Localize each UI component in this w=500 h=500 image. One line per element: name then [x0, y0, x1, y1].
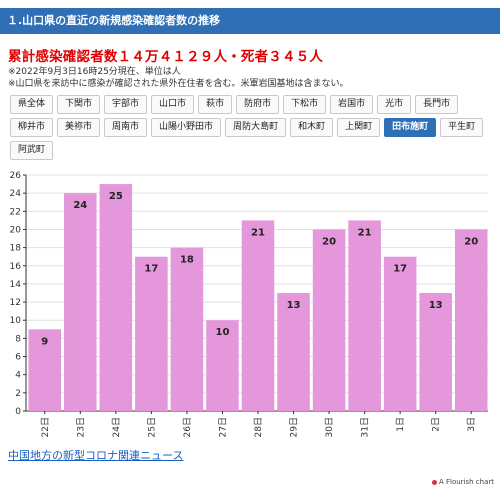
bar-value-label: 13 [287, 300, 301, 311]
region-button-row: 柳井市 美祢市 周南市 山陽小野田市 周防大島町 和木町 上関町 田布施町 平生町 [10, 118, 490, 137]
x-tick-label: 27日 [217, 417, 228, 437]
y-tick-label: 24 [10, 189, 22, 199]
bar-value-label: 18 [180, 255, 194, 266]
region-button-group: 県全体 下関市 宇部市 山口市 萩市 防府市 下松市 岩国市 光市 長門市 柳井市 美祢市 周南市 山陽小… [10, 95, 490, 164]
bar-value-label: 24 [73, 200, 87, 211]
bar-value-label: 9 [41, 336, 48, 347]
bar-value-label: 17 [144, 264, 158, 275]
credit-text: A Flourish chart [438, 478, 494, 486]
bar [241, 220, 275, 411]
section-title: １.山口県の直近の新規感染確認者数の推移 [0, 8, 500, 34]
y-tick-label: 22 [10, 207, 21, 217]
cumulative-summary: 累計感染確認者数１４万４１２９人・死者３４５人 [8, 49, 324, 65]
region-button[interactable]: 萩市 [198, 95, 233, 114]
x-tick-label: 1日 [395, 417, 406, 432]
region-button[interactable]: 周防大島町 [225, 118, 287, 137]
y-tick-label: 10 [10, 316, 22, 326]
region-button-row: 阿武町 [10, 141, 490, 160]
bar [99, 184, 133, 411]
region-button[interactable]: 周南市 [104, 118, 148, 137]
scope-note: ※山口県を来訪中に感染が確認された県外在住者を含む。米軍岩国基地は含まない。 [8, 79, 349, 89]
bar [383, 256, 417, 411]
x-tick-label: 23日 [75, 417, 86, 437]
region-button[interactable]: 和木町 [290, 118, 334, 137]
flourish-logo-icon [431, 479, 437, 485]
bar [277, 293, 310, 411]
bar-value-label: 13 [429, 300, 443, 311]
bar [28, 329, 62, 411]
region-button[interactable]: 田布施町 [384, 118, 437, 137]
bar-value-label: 25 [109, 191, 123, 202]
y-tick-label: 8 [15, 334, 21, 344]
y-tick-label: 14 [10, 280, 22, 290]
x-tick-label: 3日 [466, 417, 477, 432]
news-link[interactable]: 中国地方の新型コロナ関連ニュース [8, 449, 184, 462]
bar [454, 229, 488, 411]
bar [206, 320, 239, 411]
y-tick-label: 26 [10, 171, 22, 181]
bar [64, 193, 97, 411]
bar [312, 229, 346, 411]
x-tick-label: 30日 [324, 417, 335, 437]
bar [348, 220, 381, 411]
x-tick-label: 29日 [289, 417, 300, 437]
flourish-credit[interactable]: A Flourish chart [431, 478, 494, 486]
bar [419, 293, 452, 411]
region-button[interactable]: 山陽小野田市 [151, 118, 222, 137]
region-button[interactable]: 平生町 [440, 118, 484, 137]
x-tick-label: 24日 [111, 417, 122, 437]
region-button[interactable]: 山口市 [151, 95, 195, 114]
region-button[interactable]: 下関市 [57, 95, 101, 114]
region-button[interactable]: 防府市 [236, 95, 280, 114]
bar [135, 256, 168, 411]
bar-value-label: 21 [251, 227, 265, 238]
x-tick-label: 26日 [182, 417, 193, 437]
region-button[interactable]: 長門市 [415, 95, 459, 114]
y-tick-label: 2 [15, 389, 21, 399]
region-button[interactable]: 宇部市 [104, 95, 148, 114]
region-button[interactable]: 阿武町 [10, 141, 54, 160]
x-tick-label: 31日 [360, 417, 371, 437]
bar-value-label: 20 [322, 236, 336, 247]
bar-value-label: 10 [216, 327, 230, 338]
region-button[interactable]: 美祢市 [57, 118, 101, 137]
y-tick-label: 6 [15, 353, 21, 363]
region-button[interactable]: 岩国市 [330, 95, 374, 114]
x-tick-label: 2日 [431, 417, 442, 432]
bar-chart: 02468101214161820222426922日2423日2524日172… [10, 171, 488, 437]
y-tick-label: 12 [10, 298, 21, 308]
region-button[interactable]: 県全体 [10, 95, 54, 114]
y-tick-label: 18 [10, 244, 22, 254]
x-tick-label: 25日 [146, 417, 157, 437]
region-button[interactable]: 下松市 [283, 95, 327, 114]
region-button[interactable]: 光市 [377, 95, 412, 114]
bar [170, 247, 204, 411]
x-tick-label: 22日 [40, 417, 51, 437]
y-tick-label: 20 [10, 225, 22, 235]
bar-value-label: 20 [464, 236, 478, 247]
bar-value-label: 17 [393, 264, 407, 275]
x-tick-label: 28日 [253, 417, 264, 437]
update-note: ※2022年9月3日16時25分現在、単位は人 [8, 67, 181, 77]
region-button[interactable]: 上関町 [337, 118, 381, 137]
y-tick-label: 0 [15, 407, 21, 417]
y-tick-label: 4 [15, 371, 21, 381]
region-button-row: 県全体 下関市 宇部市 山口市 萩市 防府市 下松市 岩国市 光市 長門市 [10, 95, 490, 114]
y-tick-label: 16 [10, 262, 22, 272]
bar-value-label: 21 [358, 227, 372, 238]
region-button[interactable]: 柳井市 [10, 118, 54, 137]
